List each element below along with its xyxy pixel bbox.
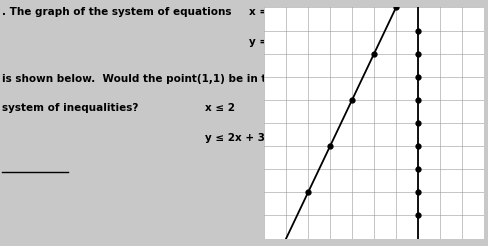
Text: y ≤ 2x + 3: y ≤ 2x + 3 [205, 133, 265, 143]
Text: is shown below.  Would the point(1,1) be in the solution set of this: is shown below. Would the point(1,1) be … [2, 74, 395, 84]
Text: y = 2x + 3: y = 2x + 3 [249, 37, 309, 47]
Text: x ≤ 2: x ≤ 2 [205, 103, 235, 113]
Text: system of inequalities?: system of inequalities? [2, 103, 139, 113]
Text: x = 2: x = 2 [249, 7, 279, 17]
Text: . The graph of the system of equations: . The graph of the system of equations [2, 7, 231, 17]
